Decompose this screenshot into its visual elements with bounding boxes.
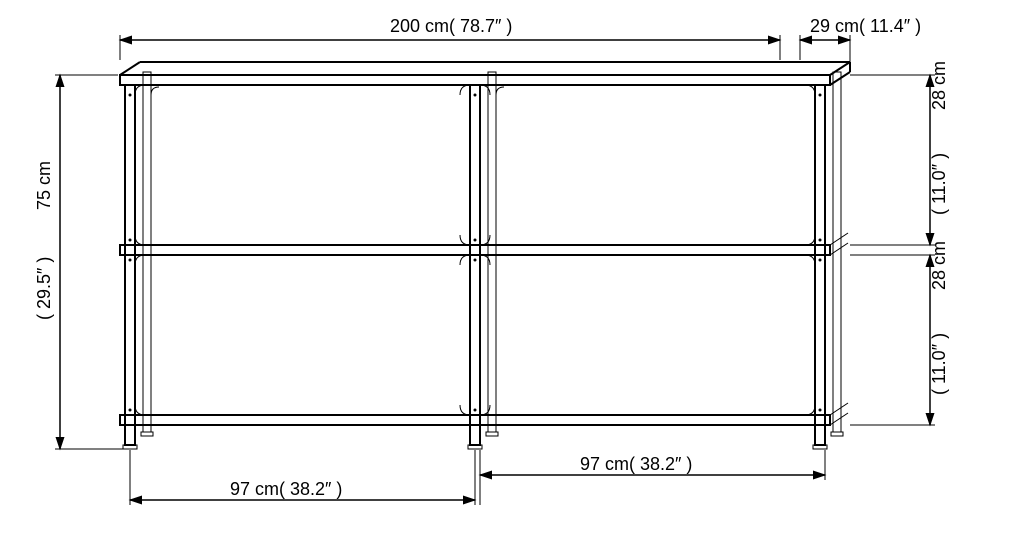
dim-half-left-cm: 97 cm [230,479,279,499]
dim-total-width: 200 cm( 78.7″ ) [120,16,780,60]
top-shelf [120,62,850,85]
dim-height-cm: 75 cm [34,161,54,210]
feet [123,432,843,449]
leg-left-front [125,85,135,445]
dim-tier-upper: 28 cm ( 11.0″ ) [850,61,949,245]
svg-text:97 cm( 38.2″ ): 97 cm( 38.2″ ) [580,454,692,474]
dim-depth-in: ( 11.4″ ) [859,16,921,36]
dim-half-right-in: ( 38.2″ ) [629,454,692,474]
leg-mid-front [470,85,480,445]
dim-tier-upper-in: ( 11.0″ ) [929,153,949,215]
dim-half-right-cm: 97 cm [580,454,629,474]
svg-text:( 29.5″ ): ( 29.5″ ) [34,257,54,320]
svg-text:29 cm( 11.4″ ): 29 cm( 11.4″ ) [810,16,921,36]
dim-half-left-in: ( 38.2″ ) [279,479,342,499]
leg-mid-back [488,72,496,432]
dim-half-left: 97 cm( 38.2″ ) [130,450,475,505]
svg-text:75 cm: 75 cm [34,161,54,210]
svg-text:( 11.0″ ): ( 11.0″ ) [929,333,949,395]
corner-brackets [135,85,815,415]
leg-right-front [815,85,825,445]
dim-half-right: 97 cm( 38.2″ ) [480,450,825,505]
furniture-dimension-diagram: 200 cm( 78.7″ ) 29 cm( 11.4″ ) 75 cm ( 2… [0,0,1020,540]
dim-tier-lower-in: ( 11.0″ ) [929,333,949,395]
dim-depth: 29 cm( 11.4″ ) [800,16,921,62]
dim-height-in: ( 29.5″ ) [34,257,54,320]
svg-text:28 cm: 28 cm [929,241,949,290]
dim-total-width-cm: 200 cm [390,16,449,36]
dim-total-width-in: ( 78.7″ ) [449,16,512,36]
dim-tier-lower-cm: 28 cm [929,241,949,290]
dim-depth-cm: 29 cm [810,16,859,36]
dim-height: 75 cm ( 29.5″ ) [34,75,123,449]
dim-tier-upper-cm: 28 cm [929,61,949,110]
svg-text:97 cm( 38.2″ ): 97 cm( 38.2″ ) [230,479,342,499]
bolts [129,94,822,412]
svg-text:28 cm: 28 cm [929,61,949,110]
leg-left-back [143,72,151,432]
svg-text:200 cm( 78.7″ ): 200 cm( 78.7″ ) [390,16,512,36]
svg-text:( 11.0″ ): ( 11.0″ ) [929,153,949,215]
dim-tier-lower: 28 cm ( 11.0″ ) [850,241,949,425]
